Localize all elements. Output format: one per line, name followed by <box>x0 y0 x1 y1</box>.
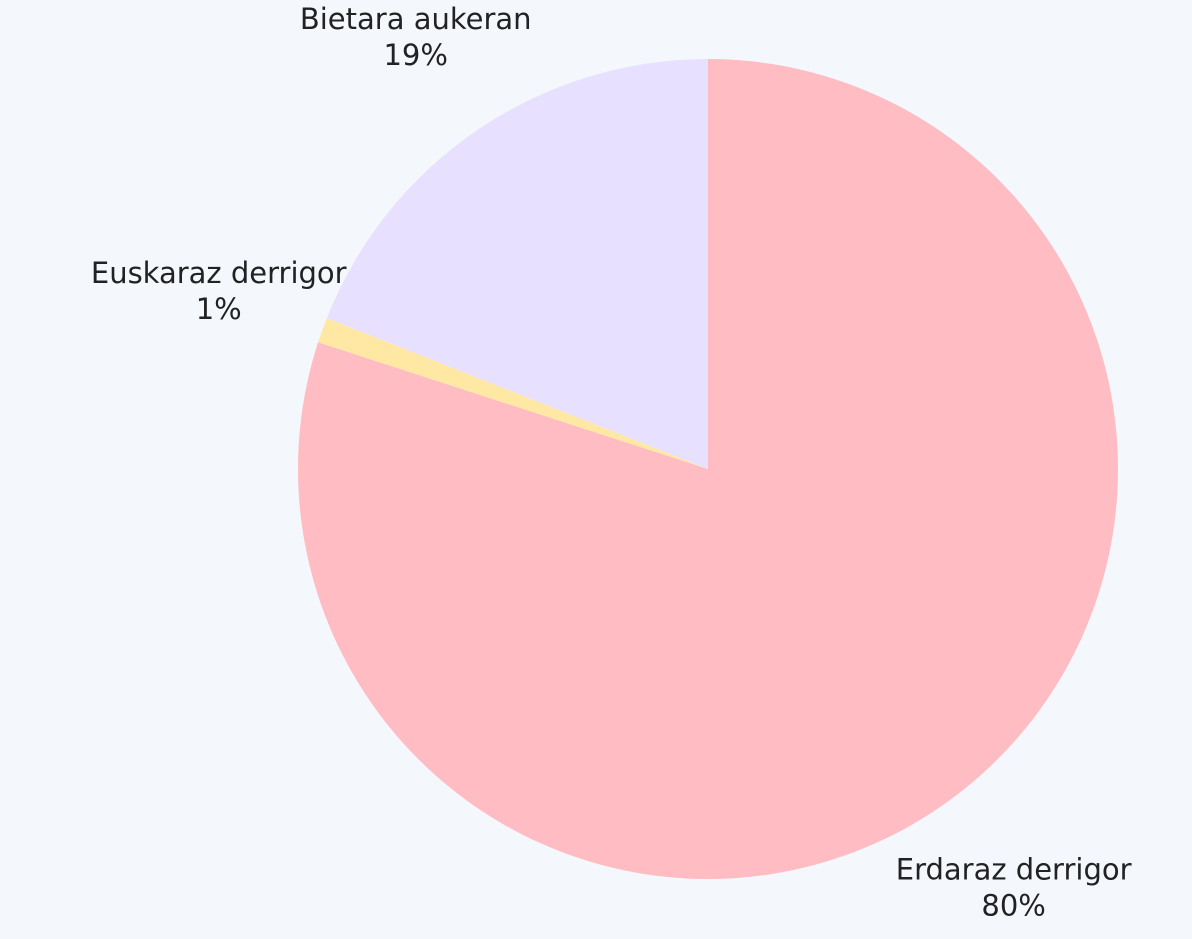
slice-label: Bietara aukeran <box>300 2 532 36</box>
pie-slice <box>326 59 708 469</box>
slice-label: Erdaraz derrigor <box>896 853 1132 887</box>
slice-value-label: 80% <box>981 889 1045 923</box>
pie-slice <box>318 318 708 469</box>
slice-label: Euskaraz derrigor <box>91 256 347 290</box>
slice-value-label: 1% <box>196 292 242 326</box>
slice-value-label: 19% <box>383 38 447 72</box>
